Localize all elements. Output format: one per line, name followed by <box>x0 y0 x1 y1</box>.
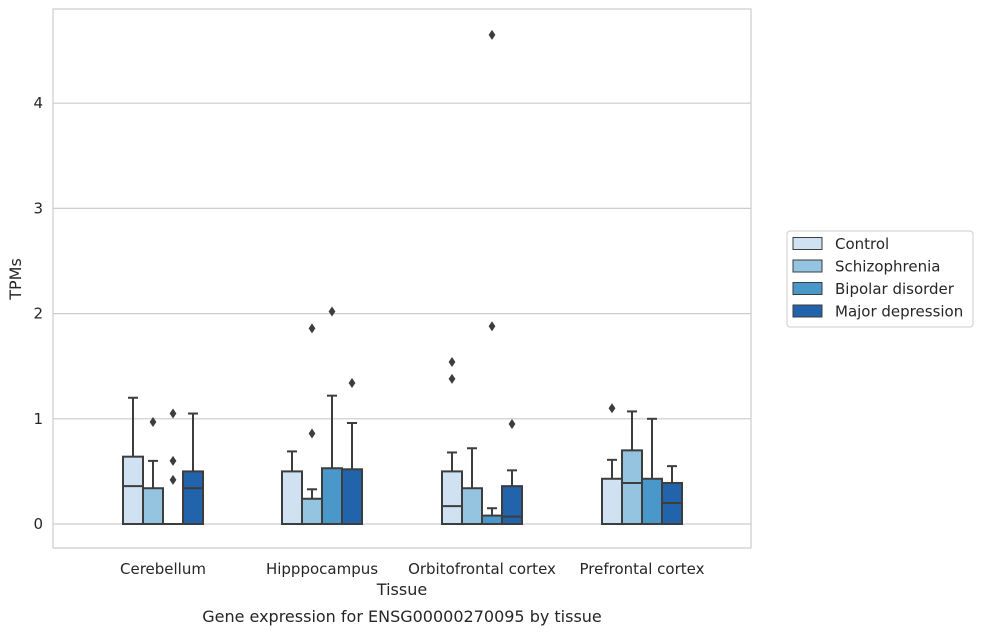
axis-ticks: 0 1 2 3 4 Cerebellum Hipppocampus Orbitofrontal… <box>33 94 704 578</box>
box-1-3 <box>341 378 363 525</box>
outlier-point <box>448 373 456 384</box>
outlier-point <box>169 474 177 485</box>
box-body <box>341 468 363 525</box>
box-3-2 <box>641 417 663 526</box>
box-body <box>182 470 204 525</box>
legend-label: Schizophrenia <box>835 258 940 276</box>
outlier-point <box>488 321 496 332</box>
box-body <box>142 487 164 525</box>
box-1-0 <box>281 450 303 525</box>
plot-frame <box>52 8 752 549</box>
outlier-point <box>169 455 177 466</box>
y-tick-label: 2 <box>33 305 43 323</box>
box-body <box>461 487 483 525</box>
outlier-point <box>149 416 157 427</box>
outlier-point <box>448 356 456 367</box>
outlier-point <box>488 29 496 40</box>
box-plot-series <box>122 29 683 526</box>
legend-swatch <box>792 304 823 318</box>
outlier-point <box>508 419 516 430</box>
box-body <box>441 470 463 525</box>
box-body <box>281 470 303 525</box>
box-1-2 <box>321 306 343 525</box>
box-body <box>501 485 523 525</box>
box-body <box>621 449 643 525</box>
legend: Control Schizophrenia Bipolar disorder Majo… <box>786 230 974 328</box>
legend-label: Major depression <box>835 303 963 321</box>
y-axis-label: TPMs <box>6 258 25 301</box>
legend-label: Bipolar disorder <box>835 280 955 298</box>
box-body <box>321 467 343 525</box>
box-3-3 <box>661 465 683 525</box>
box-body <box>122 455 144 525</box>
y-tick-label: 1 <box>33 410 43 428</box>
box-0-3 <box>182 412 204 525</box>
outlier-point <box>328 306 336 317</box>
box-0-2 <box>162 408 184 526</box>
outlier-point <box>348 378 356 389</box>
box-3-1 <box>621 410 643 525</box>
legend-frame <box>786 230 974 328</box>
box-body <box>301 497 323 526</box>
outlier-point <box>308 323 316 334</box>
box-0-1 <box>142 416 164 525</box>
x-tick-label: Cerebellum <box>120 560 206 578</box>
x-tick-label: Hipppocampus <box>266 560 378 578</box>
box-body <box>641 477 663 526</box>
legend-swatch <box>792 259 823 273</box>
legend-swatch <box>792 237 823 250</box>
legend-swatch <box>792 282 823 295</box>
legend-label: Control <box>835 235 889 253</box>
box-0-0 <box>122 396 144 525</box>
box-body <box>481 514 503 525</box>
y-tick-label: 0 <box>33 515 43 533</box>
x-tick-label: Prefrontal cortex <box>580 560 705 578</box>
chart-caption: Gene expression for ENSG00000270095 by t… <box>202 607 602 626</box>
outlier-point <box>308 428 316 439</box>
x-axis-label: Tissue <box>376 580 427 599</box>
box-body <box>601 477 623 526</box>
box-2-3 <box>501 419 523 525</box>
box-1-1 <box>301 323 323 526</box>
box-2-1 <box>461 447 483 525</box>
x-tick-label: Orbitofrontal cortex <box>408 560 556 578</box>
box-2-0 <box>441 356 463 525</box>
box-2-2 <box>481 29 503 525</box>
y-tick-label: 4 <box>33 94 43 112</box>
y-tick-label: 3 <box>33 199 43 217</box>
outlier-point <box>169 408 177 419</box>
outlier-point <box>608 403 616 414</box>
box-3-0 <box>601 403 623 526</box>
